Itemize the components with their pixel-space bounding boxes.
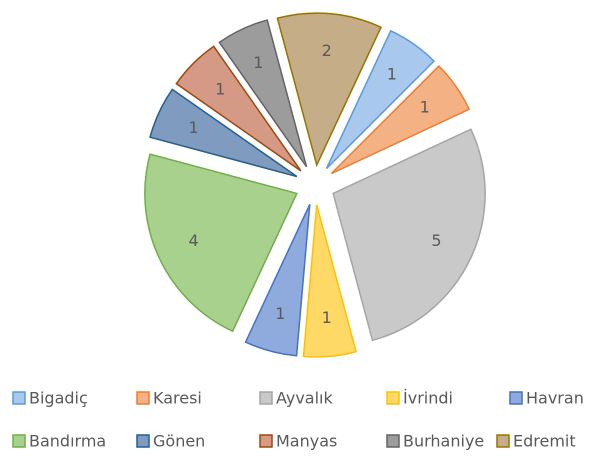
data-label: 5 xyxy=(431,231,441,250)
slice xyxy=(218,19,308,168)
data-label: 1 xyxy=(420,98,430,117)
legend-swatch xyxy=(386,434,400,448)
slice xyxy=(276,12,382,168)
data-label: 2 xyxy=(322,41,332,60)
data-label: 1 xyxy=(215,80,225,99)
legend-label: Karesi xyxy=(153,389,202,408)
legend-label: Bandırma xyxy=(29,432,106,451)
legend-label: Havran xyxy=(526,389,584,408)
data-label: 4 xyxy=(188,231,198,250)
legend-swatch xyxy=(259,391,273,405)
slice xyxy=(332,128,486,342)
slice xyxy=(244,204,311,357)
data-label: 1 xyxy=(387,65,397,84)
legend-swatch xyxy=(136,391,150,405)
legend-label: Gönen xyxy=(153,432,205,451)
slice xyxy=(330,64,471,175)
legend-label: Edremit xyxy=(513,432,576,451)
data-label: 1 xyxy=(322,308,332,327)
legend-swatch xyxy=(386,391,400,405)
slice xyxy=(325,29,436,170)
legend-label: Bigadiç xyxy=(29,389,88,408)
legend-swatch xyxy=(259,434,273,448)
slice xyxy=(175,45,302,172)
data-label: 1 xyxy=(253,53,263,72)
legend-label: Ayvalık xyxy=(276,389,333,408)
legend-swatch xyxy=(136,434,150,448)
slice xyxy=(149,88,298,178)
legend-label: Manyas xyxy=(276,432,337,451)
data-label: 1 xyxy=(275,304,285,323)
slice xyxy=(302,204,358,358)
legend-label: İvrindi xyxy=(403,389,453,408)
legend-swatch xyxy=(509,391,523,405)
legend-swatch xyxy=(12,434,26,448)
legend-swatch xyxy=(12,391,26,405)
data-label: 1 xyxy=(188,118,198,137)
legend-label: Burhaniye xyxy=(403,432,484,451)
legend-swatch xyxy=(496,434,510,448)
slice xyxy=(144,153,298,333)
